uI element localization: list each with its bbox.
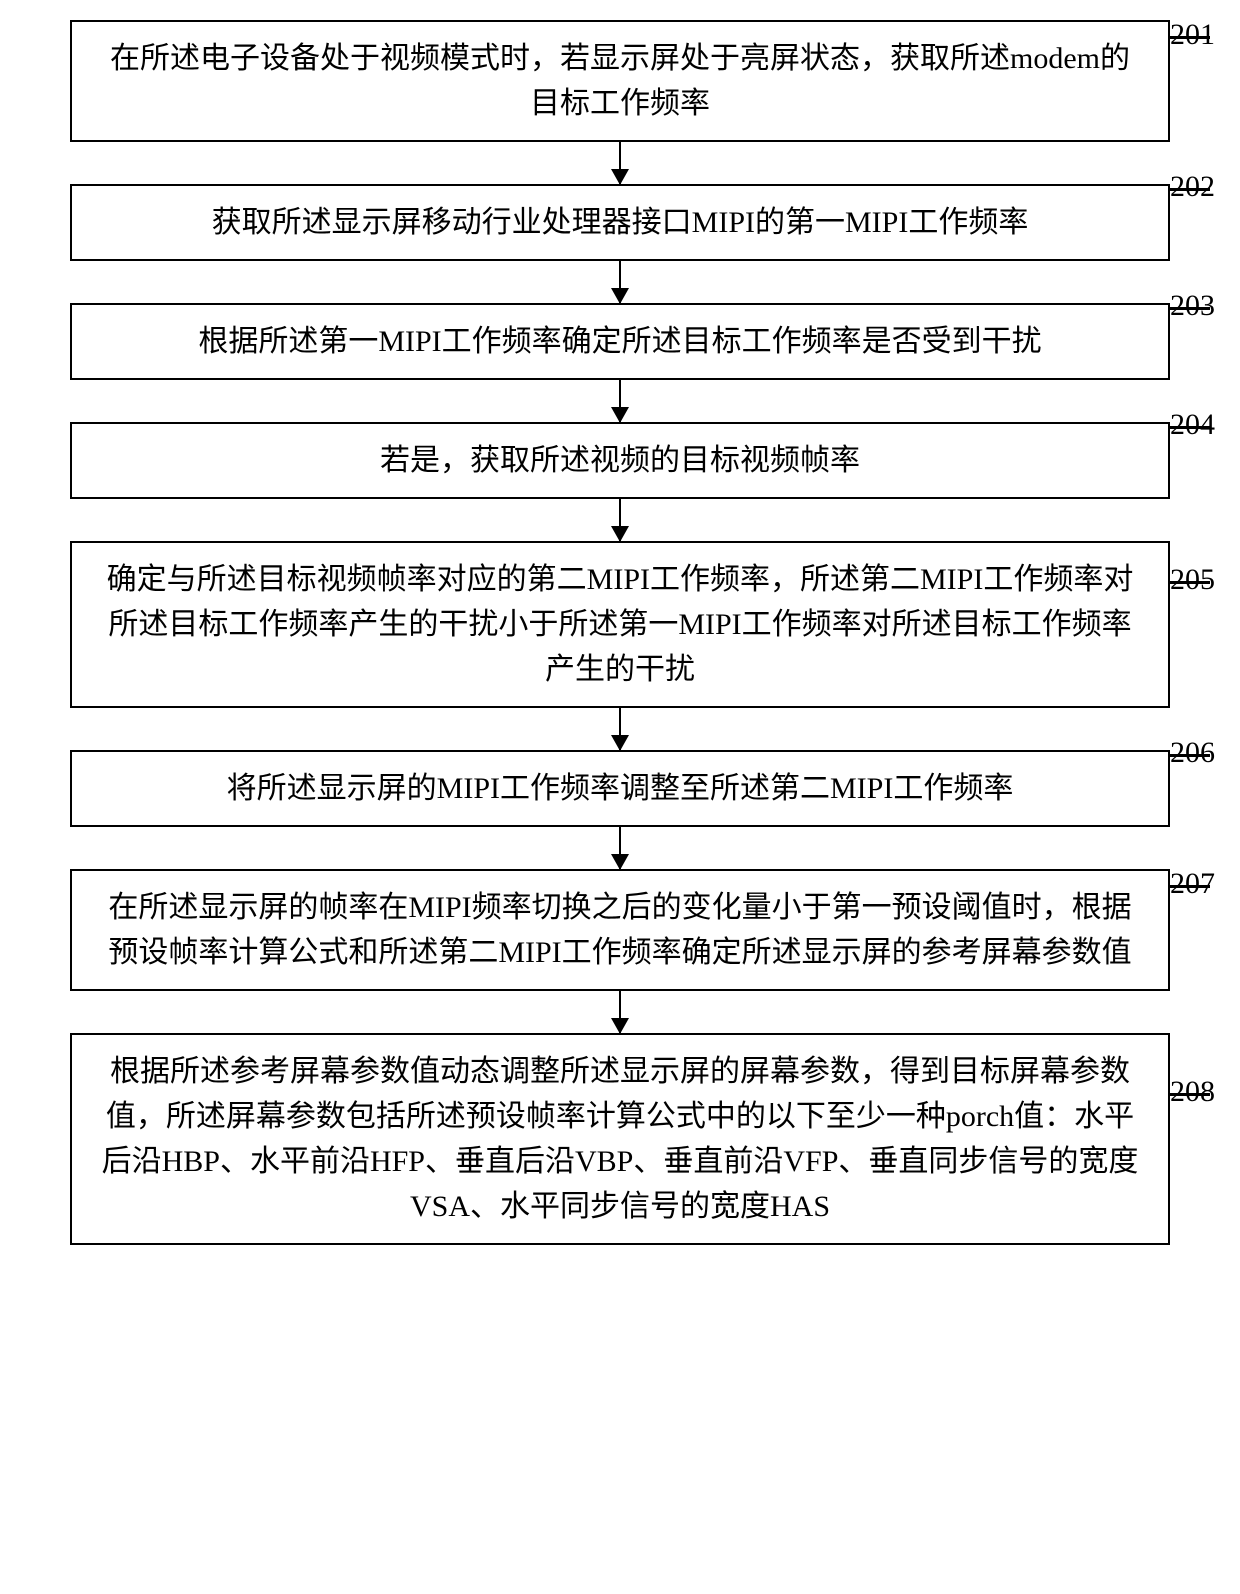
step-label-204: 204 bbox=[1170, 410, 1215, 440]
step-box-202: 获取所述显示屏移动行业处理器接口MIPI的第一MIPI工作频率 bbox=[70, 184, 1170, 261]
step-box-204: 若是，获取所述视频的目标视频帧率 bbox=[70, 422, 1170, 499]
arrowhead-icon bbox=[611, 169, 629, 185]
flowchart-container: 在所述电子设备处于视频模式时，若显示屏处于亮屏状态，获取所述modem的目标工作… bbox=[20, 20, 1220, 1245]
step-label-202: 202 bbox=[1170, 172, 1215, 202]
step-box-201: 在所述电子设备处于视频模式时，若显示屏处于亮屏状态，获取所述modem的目标工作… bbox=[70, 20, 1170, 142]
arrowhead-icon bbox=[611, 854, 629, 870]
connector-202-203 bbox=[619, 261, 622, 303]
step-row-206: 将所述显示屏的MIPI工作频率调整至所述第二MIPI工作频率 206 bbox=[20, 750, 1220, 827]
step-row-203: 根据所述第一MIPI工作频率确定所述目标工作频率是否受到干扰 203 bbox=[20, 303, 1220, 380]
arrowhead-icon bbox=[611, 526, 629, 542]
step-box-203: 根据所述第一MIPI工作频率确定所述目标工作频率是否受到干扰 bbox=[70, 303, 1170, 380]
connector-201-202 bbox=[619, 142, 622, 184]
step-row-205: 确定与所述目标视频帧率对应的第二MIPI工作频率，所述第二MIPI工作频率对所述… bbox=[20, 541, 1220, 708]
arrowhead-icon bbox=[611, 407, 629, 423]
step-row-207: 在所述显示屏的帧率在MIPI频率切换之后的变化量小于第一预设阈值时，根据预设帧率… bbox=[20, 869, 1220, 991]
step-box-205: 确定与所述目标视频帧率对应的第二MIPI工作频率，所述第二MIPI工作频率对所述… bbox=[70, 541, 1170, 708]
arrowhead-icon bbox=[611, 1018, 629, 1034]
connector-203-204 bbox=[619, 380, 622, 422]
arrowhead-icon bbox=[611, 288, 629, 304]
step-label-208: 208 bbox=[1170, 1077, 1215, 1107]
step-row-201: 在所述电子设备处于视频模式时，若显示屏处于亮屏状态，获取所述modem的目标工作… bbox=[20, 20, 1220, 142]
connector-207-208 bbox=[619, 991, 622, 1033]
step-label-201: 201 bbox=[1170, 20, 1215, 50]
step-box-206: 将所述显示屏的MIPI工作频率调整至所述第二MIPI工作频率 bbox=[70, 750, 1170, 827]
step-label-207: 207 bbox=[1170, 869, 1215, 899]
connector-205-206 bbox=[619, 708, 622, 750]
step-row-208: 根据所述参考屏幕参数值动态调整所述显示屏的屏幕参数，得到目标屏幕参数值，所述屏幕… bbox=[20, 1033, 1220, 1245]
step-box-207: 在所述显示屏的帧率在MIPI频率切换之后的变化量小于第一预设阈值时，根据预设帧率… bbox=[70, 869, 1170, 991]
step-row-202: 获取所述显示屏移动行业处理器接口MIPI的第一MIPI工作频率 202 bbox=[20, 184, 1220, 261]
step-label-203: 203 bbox=[1170, 291, 1215, 321]
step-box-208: 根据所述参考屏幕参数值动态调整所述显示屏的屏幕参数，得到目标屏幕参数值，所述屏幕… bbox=[70, 1033, 1170, 1245]
arrowhead-icon bbox=[611, 735, 629, 751]
connector-206-207 bbox=[619, 827, 622, 869]
step-label-206: 206 bbox=[1170, 738, 1215, 768]
step-row-204: 若是，获取所述视频的目标视频帧率 204 bbox=[20, 422, 1220, 499]
connector-204-205 bbox=[619, 499, 622, 541]
step-label-205: 205 bbox=[1170, 565, 1215, 595]
